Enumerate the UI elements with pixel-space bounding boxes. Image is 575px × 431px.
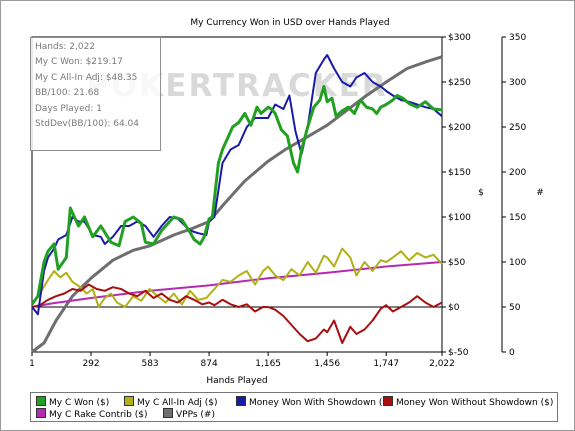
x-axis: 1 292 583 874 1,165 1,456 1,747 2,022: [29, 352, 455, 369]
legend-item-vpps[interactable]: VPPs (#): [163, 408, 215, 420]
x-tick-label: 1,165: [255, 359, 281, 369]
y-left-tick-label: $-50: [448, 348, 469, 358]
y-left-axis-label: $: [478, 188, 484, 198]
y-left-tick-label: $250: [448, 78, 471, 88]
y-axis-left: $300 $250 $200 $150 $100 $50 $0 $-50: [441, 33, 471, 358]
x-tick-label: 1,456: [314, 359, 340, 369]
chart-title: My Currency Won in USD over Hands Played: [190, 18, 389, 28]
chart-legend: My C Won ($) My C All-In Adj ($) Money W…: [30, 392, 558, 422]
y-left-tick-label: $50: [448, 258, 465, 268]
series-line-1: [31, 247, 443, 308]
series-line-3: [31, 283, 443, 344]
legend-swatch: [236, 396, 246, 406]
x-tick-label: 874: [201, 359, 218, 369]
stat-bb100: BB/100: 21.68: [35, 88, 100, 99]
x-tick-label: 583: [141, 359, 158, 369]
y-right-tick-label: 50: [509, 303, 521, 313]
y-axis-right: 350 300 250 200 150 100 50 0: [501, 33, 526, 358]
stats-box: Hands: 2,022 My C Won: $219.17 My C All-…: [30, 37, 161, 151]
y-right-tick-label: 100: [509, 258, 526, 268]
series-line-0: [30, 85, 443, 306]
x-tick-label: 2,022: [429, 359, 455, 369]
y-left-tick-label: $300: [448, 33, 471, 43]
x-tick-label: 1: [29, 359, 35, 369]
legend-item-rake-contrib[interactable]: My C Rake Contrib ($): [36, 408, 148, 420]
legend-item-won-with-showdown[interactable]: Money Won With Showdown ($): [236, 396, 392, 408]
legend-swatch: [124, 396, 134, 406]
y-right-tick-label: 200: [509, 168, 526, 178]
stat-allin-adj: My C All-In Adj: $48.35: [35, 72, 138, 83]
stat-days-played: Days Played: 1: [35, 103, 102, 114]
y-right-tick-label: 300: [509, 78, 526, 88]
y-right-axis-label: #: [536, 188, 544, 198]
legend-item-all-in-adj[interactable]: My C All-In Adj ($): [124, 396, 218, 408]
legend-swatch: [383, 396, 393, 406]
x-axis-label: Hands Played: [206, 376, 267, 386]
legend-swatch: [36, 396, 46, 406]
y-left-tick-label: $100: [448, 213, 471, 223]
y-left-tick-label: $0: [448, 303, 460, 313]
stat-hands: Hands: 2,022: [35, 42, 96, 52]
series-layer: [30, 54, 443, 354]
y-left-tick-label: $200: [448, 123, 471, 133]
series-line-5: [31, 55, 443, 354]
stat-stddev: StdDev(BB/100): 64.04: [35, 119, 139, 130]
series-line-4: [31, 261, 443, 308]
legend-swatch: [36, 408, 46, 418]
x-tick-label: 292: [82, 359, 99, 369]
y-left-tick-label: $150: [448, 168, 471, 178]
legend-item-my-c-won[interactable]: My C Won ($): [36, 396, 109, 408]
x-tick-label: 1,747: [373, 359, 399, 369]
y-right-tick-label: 350: [509, 33, 526, 43]
stat-won: My C Won: $219.17: [35, 57, 123, 68]
legend-swatch: [163, 408, 173, 418]
y-right-tick-label: 250: [509, 123, 526, 133]
y-right-tick-label: 0: [509, 348, 515, 358]
y-right-tick-label: 150: [509, 213, 526, 223]
legend-item-won-without-showdown[interactable]: Money Won Without Showdown ($): [383, 396, 553, 408]
